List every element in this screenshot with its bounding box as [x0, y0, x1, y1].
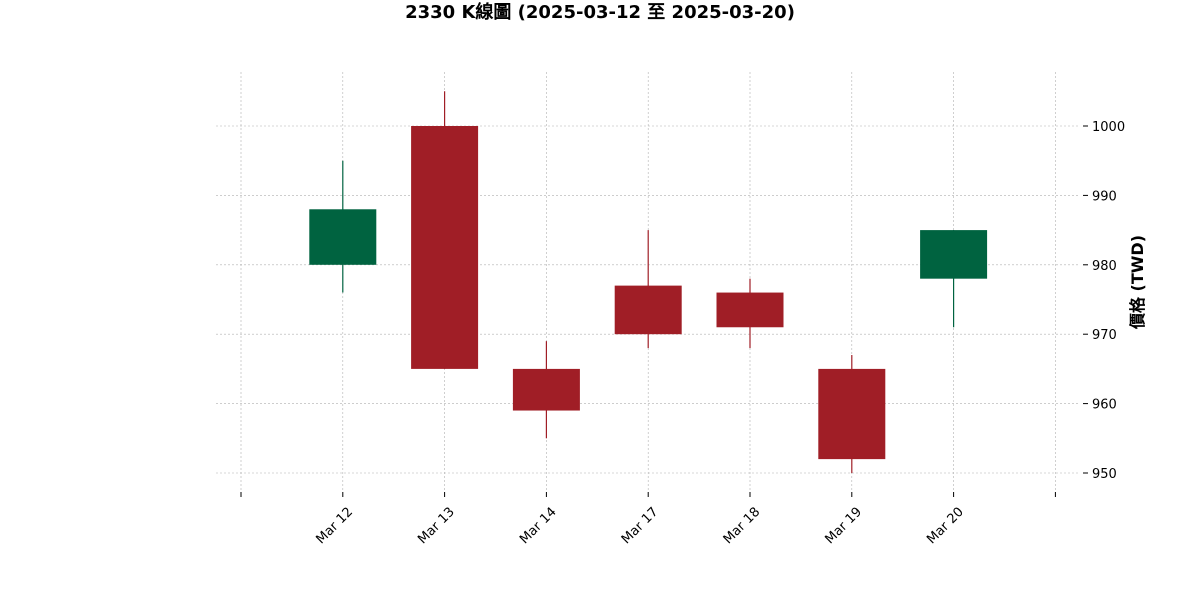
candle-body	[309, 209, 377, 265]
chart-title: 2330 K線圖 (2025-03-12 至 2025-03-20)	[405, 1, 795, 23]
candle	[512, 341, 580, 439]
x-tick-label: Mar 13	[415, 505, 458, 548]
candle-body	[411, 126, 479, 369]
x-tick-label: Mar 12	[313, 505, 356, 548]
y-tick-label: 990	[1092, 189, 1117, 204]
y-axis-label: 價格 (TWD)	[1128, 235, 1147, 330]
candle-body	[920, 230, 988, 279]
candle	[818, 355, 886, 473]
y-axis: 950 960 970 980 990 1000	[1083, 120, 1125, 482]
x-tick-label: Mar 17	[619, 505, 662, 548]
candle-body	[818, 368, 886, 460]
candle	[920, 230, 988, 328]
x-tick-label: Mar 18	[721, 505, 764, 548]
y-tick-label: 950	[1092, 467, 1117, 482]
y-tick-label: 970	[1092, 328, 1117, 343]
y-tick-label: 1000	[1092, 120, 1125, 135]
y-tick-label: 980	[1092, 259, 1117, 274]
candle	[614, 230, 682, 349]
x-axis: Mar 12 Mar 13 Mar 14 Mar 17 Mar 18 Mar 19 Mar …	[240, 492, 1056, 548]
x-tick-label: Mar 19	[822, 505, 865, 548]
y-tick-label: 960	[1092, 398, 1117, 413]
candle-body	[512, 368, 580, 411]
x-tick-label: Mar 20	[924, 505, 967, 548]
x-tick-label: Mar 14	[517, 505, 560, 548]
candle-body	[716, 292, 784, 328]
candle	[411, 91, 479, 369]
candle-body	[614, 285, 682, 335]
candle	[309, 160, 377, 293]
candle-layer	[309, 91, 988, 473]
candle	[716, 278, 784, 349]
